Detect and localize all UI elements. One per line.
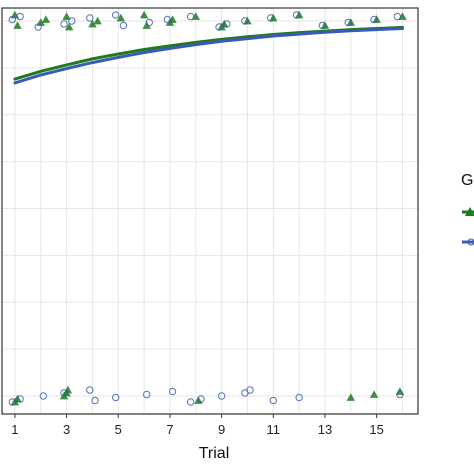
observation-point-circle <box>223 20 231 28</box>
x-tick-label: 9 <box>218 422 225 437</box>
legend <box>462 207 474 246</box>
x-tick-label: 7 <box>166 422 173 437</box>
observation-point-circle <box>91 396 99 405</box>
observation-point-circle <box>393 12 402 21</box>
observation-point-circle <box>269 396 278 405</box>
observation-point-circle <box>68 17 76 25</box>
grid-layer <box>2 8 418 414</box>
x-axis-ticks: 1 3 5 7 9 11 13 15 <box>11 414 384 437</box>
observation-point-circle <box>119 21 128 30</box>
observation-point-circle <box>292 11 301 19</box>
x-tick-label: 11 <box>267 422 281 437</box>
observation-point-triangle <box>243 16 252 25</box>
observation-point-triangle <box>372 15 381 23</box>
observation-point-circle <box>163 15 172 24</box>
observation-point-circle <box>197 395 205 403</box>
observation-point-triangle <box>320 21 330 29</box>
fitted-curve-line <box>13 27 404 85</box>
observation-point-circle <box>344 18 352 27</box>
observation-point-circle <box>8 15 17 24</box>
x-tick-label: 3 <box>63 422 70 437</box>
observation-point-triangle <box>41 15 51 23</box>
observation-point-triangle <box>139 10 149 19</box>
curve-layer <box>13 25 404 85</box>
observation-point-triangle <box>88 19 97 28</box>
observation-point-circle <box>16 12 24 21</box>
fitted-curve-line <box>13 25 404 81</box>
observation-point-circle <box>34 23 42 31</box>
observation-point-circle <box>111 393 120 402</box>
observation-point-triangle <box>64 22 74 31</box>
observation-point-triangle <box>13 21 22 29</box>
observation-point-triangle <box>346 393 356 401</box>
observation-point-circle <box>16 395 24 403</box>
observation-point-triangle <box>346 18 356 26</box>
observation-point-triangle <box>369 390 379 398</box>
observation-point-circle <box>142 390 151 399</box>
observation-point-triangle <box>93 16 102 25</box>
legend-key-triangle <box>465 207 474 216</box>
x-tick-label: 5 <box>115 422 122 437</box>
x-tick-label: 15 <box>369 422 383 437</box>
x-tick-label: 1 <box>11 422 18 437</box>
observation-point-circle <box>186 12 195 21</box>
observation-point-circle <box>215 23 223 31</box>
observation-point-circle <box>111 11 120 19</box>
observation-point-triangle <box>63 385 73 394</box>
observation-point-circle <box>168 387 177 396</box>
observation-point-circle <box>267 14 275 22</box>
x-tick-label: 13 <box>318 422 332 437</box>
observation-point-triangle <box>294 10 304 19</box>
observation-point-triangle <box>116 13 126 22</box>
observation-point-triangle <box>62 12 71 20</box>
legend-title: G <box>461 172 473 189</box>
observation-point-circle <box>186 398 195 406</box>
observation-point-circle <box>217 392 226 400</box>
observation-point-circle <box>60 389 68 397</box>
observation-point-circle <box>370 15 378 24</box>
x-axis-title: Trial <box>199 445 230 462</box>
observation-point-triangle <box>269 13 278 22</box>
points-layer <box>8 10 407 406</box>
observation-point-circle <box>241 17 249 25</box>
observation-point-circle <box>60 20 68 28</box>
observation-point-circle <box>396 390 404 399</box>
observation-point-circle <box>86 14 94 22</box>
legend-key-circle <box>467 238 474 246</box>
observation-point-circle <box>145 18 153 27</box>
observation-point-circle <box>86 386 94 394</box>
observation-point-circle <box>246 386 254 394</box>
plot-panel-border <box>1 7 419 415</box>
observation-point-circle <box>8 398 17 406</box>
observation-point-circle <box>295 393 303 402</box>
observation-point-circle <box>318 21 327 30</box>
observation-point-circle <box>39 392 48 400</box>
